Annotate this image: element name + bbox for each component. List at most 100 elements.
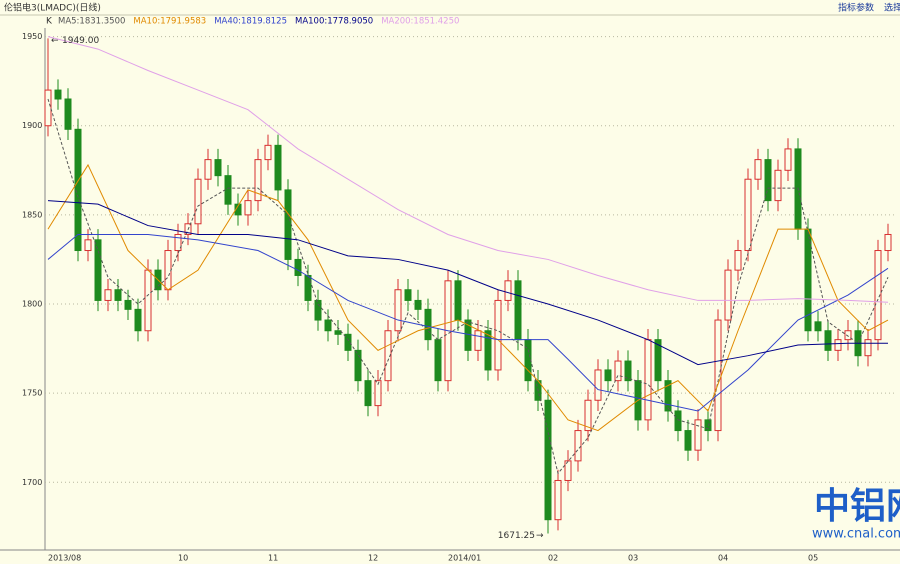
candle-body xyxy=(574,430,582,462)
legend-entry: MA5:1831.3500 xyxy=(58,17,125,27)
candle-body xyxy=(814,321,822,332)
candle-body xyxy=(274,144,282,191)
candle-body xyxy=(354,349,362,382)
candle-body xyxy=(284,189,292,260)
candle-body xyxy=(124,299,132,310)
y-tick-label: 1950 xyxy=(22,32,42,41)
candle-body xyxy=(514,280,522,341)
candle-body xyxy=(654,339,662,382)
y-tick-label: 1900 xyxy=(22,121,42,130)
kline-label: K xyxy=(46,17,53,27)
candle-body xyxy=(164,250,172,291)
candle-body xyxy=(54,89,62,100)
high-arrow: ← xyxy=(51,36,59,46)
candle-body xyxy=(294,258,302,276)
candle-body xyxy=(344,333,352,351)
candle-body xyxy=(394,289,402,332)
candle-body xyxy=(694,419,702,451)
candle-body xyxy=(244,200,252,216)
candle-body xyxy=(544,399,552,521)
candle-body xyxy=(74,128,82,252)
candle-body xyxy=(374,380,382,407)
candle-body xyxy=(874,250,882,341)
candle-body xyxy=(884,233,892,252)
candle-body xyxy=(104,289,112,301)
low-label: 1671.25 xyxy=(498,531,535,541)
candle-body xyxy=(734,250,742,271)
x-tick-label: 10 xyxy=(178,554,188,563)
candle-body xyxy=(384,330,392,382)
y-tick-label: 1800 xyxy=(22,300,42,309)
candle-body xyxy=(744,178,752,252)
candle-body xyxy=(114,289,122,301)
candle-body xyxy=(614,360,622,382)
candle-body xyxy=(684,430,692,451)
candle-body xyxy=(584,399,592,432)
candle-body xyxy=(704,419,712,432)
candle-body xyxy=(774,169,782,202)
candle-body xyxy=(624,360,632,382)
menu-item[interactable]: 指标参数 xyxy=(838,2,874,14)
x-tick-label: 02 xyxy=(548,554,558,563)
candle-body xyxy=(94,239,102,301)
candle-body xyxy=(454,280,462,321)
candle-body xyxy=(674,410,682,432)
legend-entry: MA200:1851.4250 xyxy=(381,17,459,27)
x-tick-label: 03 xyxy=(628,554,638,563)
x-tick-label: 2013/08 xyxy=(48,554,81,563)
candle-body xyxy=(84,239,92,252)
y-tick-label: 1750 xyxy=(22,389,42,398)
candle-body xyxy=(494,299,502,371)
candle-body xyxy=(724,269,732,321)
candle-body xyxy=(404,289,412,301)
candle-body xyxy=(824,330,832,351)
watermark-url: www.cnal.com xyxy=(812,527,900,542)
x-tick-label: 05 xyxy=(808,554,818,563)
candle-body xyxy=(564,460,572,481)
ma-line xyxy=(47,36,889,303)
candle-body xyxy=(424,308,432,341)
candle-body xyxy=(144,269,152,332)
low-arrow: → xyxy=(536,531,544,541)
legend-entry: MA40:1819.8125 xyxy=(214,17,287,27)
x-tick-label: 04 xyxy=(718,554,728,563)
candle-body xyxy=(214,159,222,177)
y-tick-label: 1850 xyxy=(22,210,42,219)
y-tick-label: 1700 xyxy=(22,478,42,487)
candle-body xyxy=(644,339,652,421)
candle-body xyxy=(364,380,372,407)
ma-line xyxy=(47,233,889,412)
candle-body xyxy=(554,479,562,521)
candle-body xyxy=(784,148,792,171)
x-tick-label: 12 xyxy=(368,554,378,563)
candle-body xyxy=(324,319,332,332)
candle-body xyxy=(234,203,242,216)
candle-body xyxy=(64,98,72,130)
candle-body xyxy=(864,339,872,357)
candle-body xyxy=(664,380,672,412)
ma-line xyxy=(47,200,888,366)
high-label: 1949.00 xyxy=(62,36,99,46)
candle-body xyxy=(264,144,272,161)
candle-body xyxy=(844,330,852,341)
candle-body xyxy=(594,369,602,401)
ma-line xyxy=(47,98,889,475)
candle-body xyxy=(764,159,772,202)
menu-item[interactable]: 选择 xyxy=(884,2,900,14)
candle-body xyxy=(714,319,722,432)
candle-body xyxy=(754,159,762,180)
candle-body xyxy=(434,339,442,382)
candle-body xyxy=(134,308,142,332)
chart-title: 伦铝电3(LMADC)(日线) xyxy=(4,2,101,14)
candle-body xyxy=(304,274,312,301)
candle-body xyxy=(314,299,322,321)
candle-body xyxy=(334,330,342,335)
candle-body xyxy=(44,89,52,127)
watermark-title: 中铝网 xyxy=(814,486,900,527)
candle-body xyxy=(524,339,532,382)
candle-body xyxy=(604,369,612,382)
candle-body xyxy=(254,159,262,202)
x-tick-label: 2014/01 xyxy=(448,554,481,563)
